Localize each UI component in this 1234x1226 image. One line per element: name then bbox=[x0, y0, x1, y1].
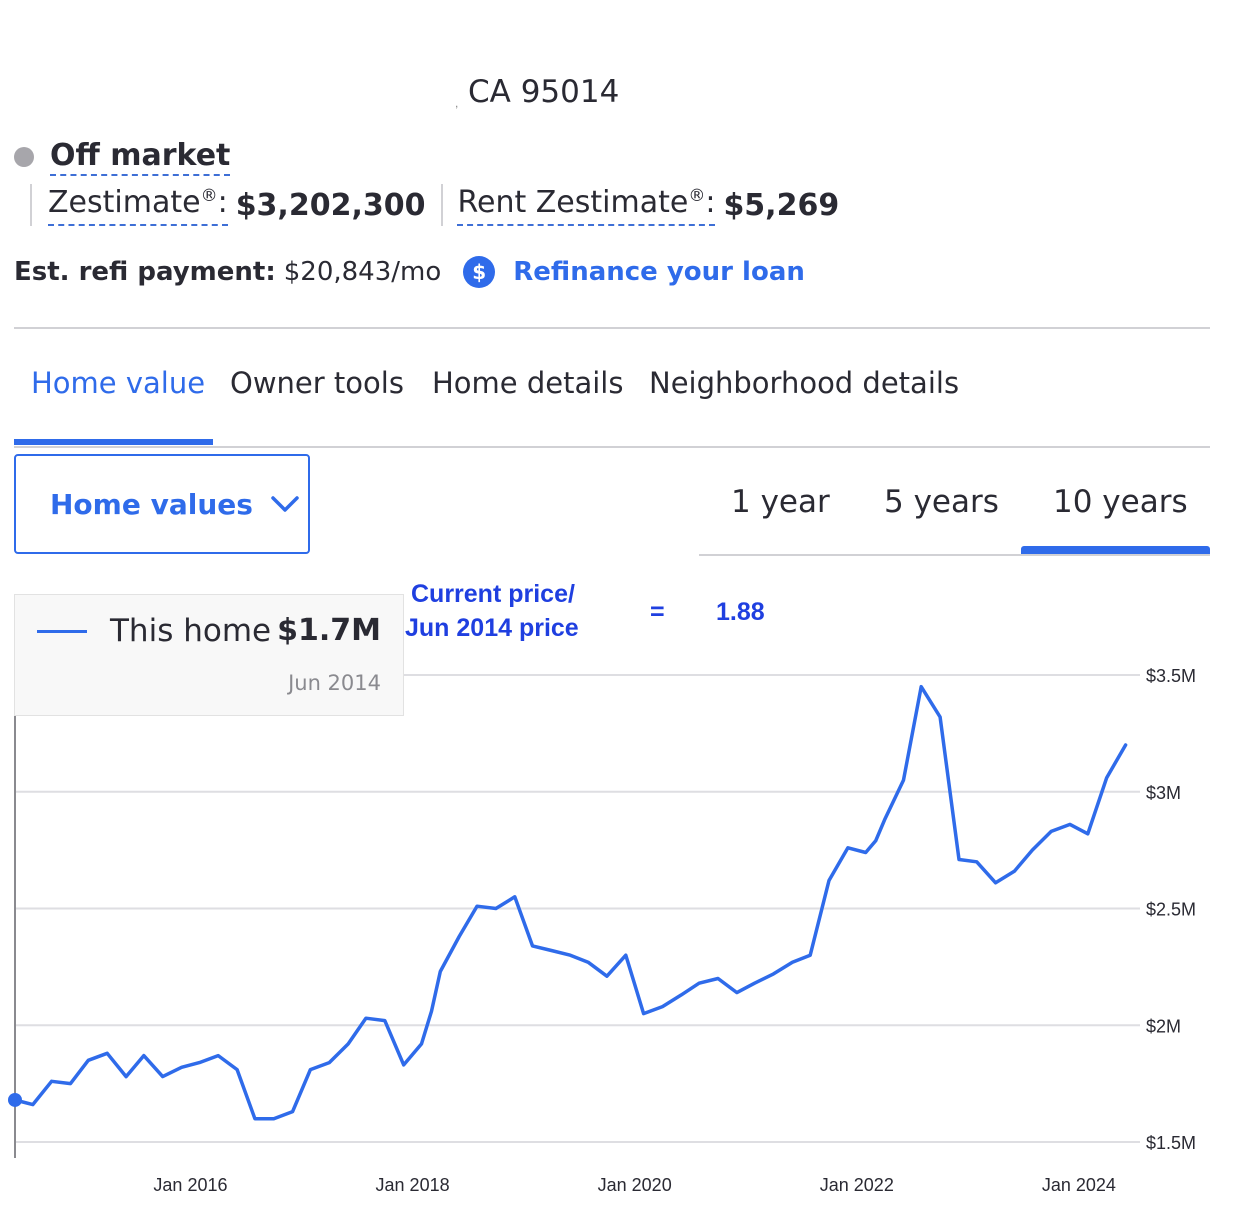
x-tick-label: Jan 2020 bbox=[598, 1175, 672, 1195]
tab-owner-tools[interactable]: Owner tools bbox=[230, 366, 404, 400]
y-axis-ticks: $1.5M $2M $2.5M $3M $3.5M bbox=[1146, 666, 1196, 1153]
refi-value: $20,843/mo bbox=[283, 257, 442, 287]
y-tick-label: $1.5M bbox=[1146, 1133, 1196, 1153]
chart-series bbox=[8, 684, 1128, 1121]
time-range-selector: 1 year 5 years 10 years bbox=[699, 470, 1210, 556]
tab-neighborhood-details[interactable]: Neighborhood details bbox=[649, 366, 960, 400]
range-5-years[interactable]: 5 years bbox=[884, 484, 999, 520]
range-10-years[interactable]: 10 years bbox=[1053, 484, 1188, 520]
annotation-equals: = bbox=[650, 598, 665, 626]
refi-label: Est. refi payment: bbox=[14, 257, 276, 287]
legend-line-icon bbox=[37, 630, 87, 633]
tab-home-details[interactable]: Home details bbox=[432, 366, 624, 400]
rent-zestimate-label[interactable]: Rent Zestimate®: bbox=[457, 185, 716, 226]
divider bbox=[441, 184, 444, 226]
zestimate-row: Zestimate®: $3,202,300 Rent Zestimate®: … bbox=[30, 184, 839, 226]
zestimate-label[interactable]: Zestimate®: bbox=[48, 185, 228, 226]
y-tick-label: $3M bbox=[1146, 783, 1181, 803]
dollar-icon: $ bbox=[463, 256, 496, 288]
x-tick-label: Jan 2022 bbox=[820, 1175, 894, 1195]
chart-tooltip: This home $1.7M Jun 2014 bbox=[14, 594, 404, 716]
range-1-year[interactable]: 1 year bbox=[731, 484, 830, 520]
hover-point-marker bbox=[8, 1092, 22, 1107]
y-tick-label: $2M bbox=[1146, 1016, 1181, 1036]
y-tick-label: $2.5M bbox=[1146, 900, 1196, 920]
annotation-line-1: Current price/ bbox=[411, 580, 575, 608]
zestimate-value: $3,202,300 bbox=[235, 187, 426, 223]
x-axis-ticks: Jan 2016 Jan 2018 Jan 2020 Jan 2022 Jan 2024 bbox=[153, 1175, 1116, 1195]
divider bbox=[14, 327, 1210, 329]
x-tick-label: Jan 2024 bbox=[1042, 1175, 1116, 1195]
status-label[interactable]: Off market bbox=[50, 138, 231, 176]
rent-zestimate-value: $5,269 bbox=[723, 187, 840, 223]
tab-home-value[interactable]: Home value bbox=[31, 366, 206, 400]
active-range-indicator bbox=[1021, 546, 1210, 554]
annotation-ratio: 1.88 bbox=[716, 598, 765, 626]
active-tab-indicator bbox=[14, 439, 213, 445]
chevron-down-icon bbox=[271, 496, 299, 512]
property-address: CA 95014 bbox=[468, 74, 620, 110]
refinance-link[interactable]: Refinance your loan bbox=[513, 257, 805, 287]
tooltip-date: Jun 2014 bbox=[288, 671, 381, 695]
y-tick-label: $3.5M bbox=[1146, 666, 1196, 686]
divider bbox=[30, 184, 32, 226]
status-dot-icon bbox=[14, 147, 34, 167]
tooltip-series-label: This home bbox=[110, 613, 272, 649]
chart-type-dropdown[interactable]: Home values bbox=[14, 454, 310, 554]
annotation-line-2: Jun 2014 price bbox=[405, 614, 579, 642]
series-line-this-home bbox=[13, 684, 1128, 1121]
x-tick-label: Jan 2018 bbox=[376, 1175, 450, 1195]
dropdown-label: Home values bbox=[50, 487, 253, 521]
tab-bar: Home value Owner tools Home details Neig… bbox=[14, 360, 1210, 448]
x-tick-label: Jan 2016 bbox=[153, 1175, 227, 1195]
chart-grid bbox=[15, 674, 1140, 1143]
address-redacted-mark: , bbox=[455, 96, 459, 110]
tooltip-value: $1.7M bbox=[277, 613, 381, 648]
refi-row: Est. refi payment: $20,843/mo $ Refinanc… bbox=[14, 256, 805, 288]
listing-status: Off market bbox=[14, 138, 231, 176]
